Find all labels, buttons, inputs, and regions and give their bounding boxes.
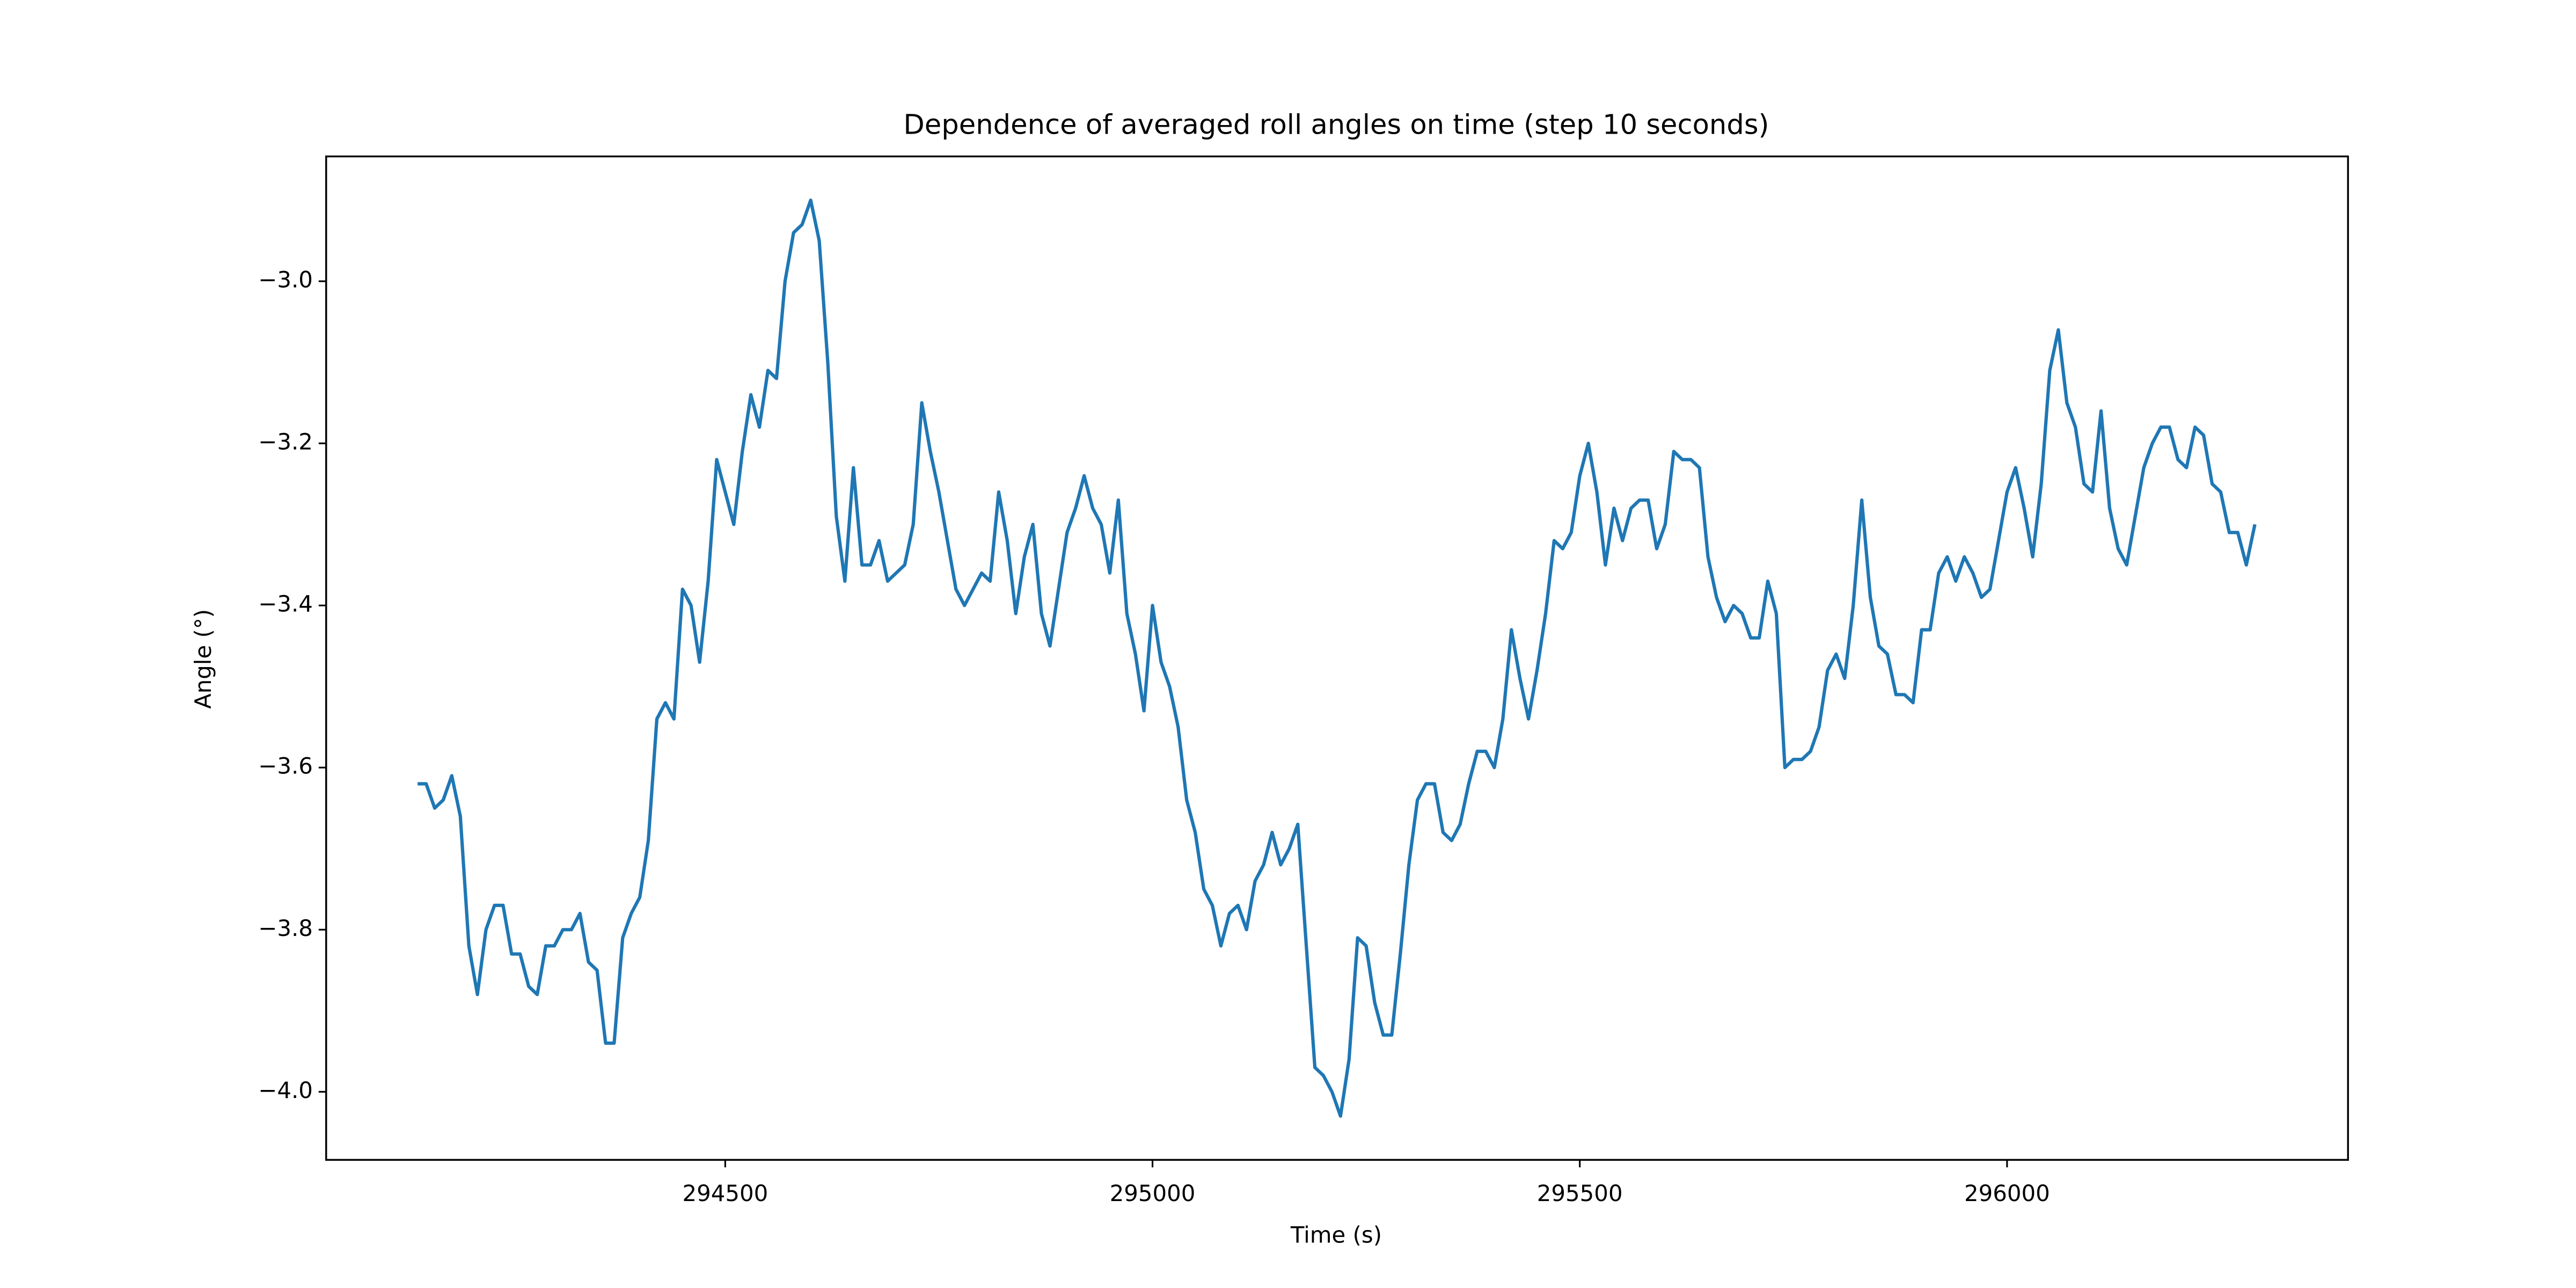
x-tick-label: 296000 xyxy=(1964,1180,2050,1206)
axes-frame xyxy=(325,155,2349,1161)
y-tick-label: −3.4 xyxy=(258,591,313,617)
data-line xyxy=(418,198,2257,1118)
plot-area xyxy=(418,198,2257,1118)
y-tick-label: −3.6 xyxy=(258,753,313,779)
y-tick-label: −4.0 xyxy=(258,1077,313,1103)
y-tick-label: −3.2 xyxy=(258,429,313,455)
x-tick-label: 295500 xyxy=(1537,1180,1623,1206)
chart-title: Dependence of averaged roll angles on ti… xyxy=(903,109,1769,141)
x-tick-label: 294500 xyxy=(682,1180,768,1206)
y-tick-label: −3.0 xyxy=(258,267,313,293)
y-tick-label: −3.8 xyxy=(258,915,313,941)
y-axis-label: Angle (°) xyxy=(190,609,216,709)
x-axis-label: Time (s) xyxy=(1290,1221,1382,1248)
x-tick-label: 295000 xyxy=(1110,1180,1196,1206)
